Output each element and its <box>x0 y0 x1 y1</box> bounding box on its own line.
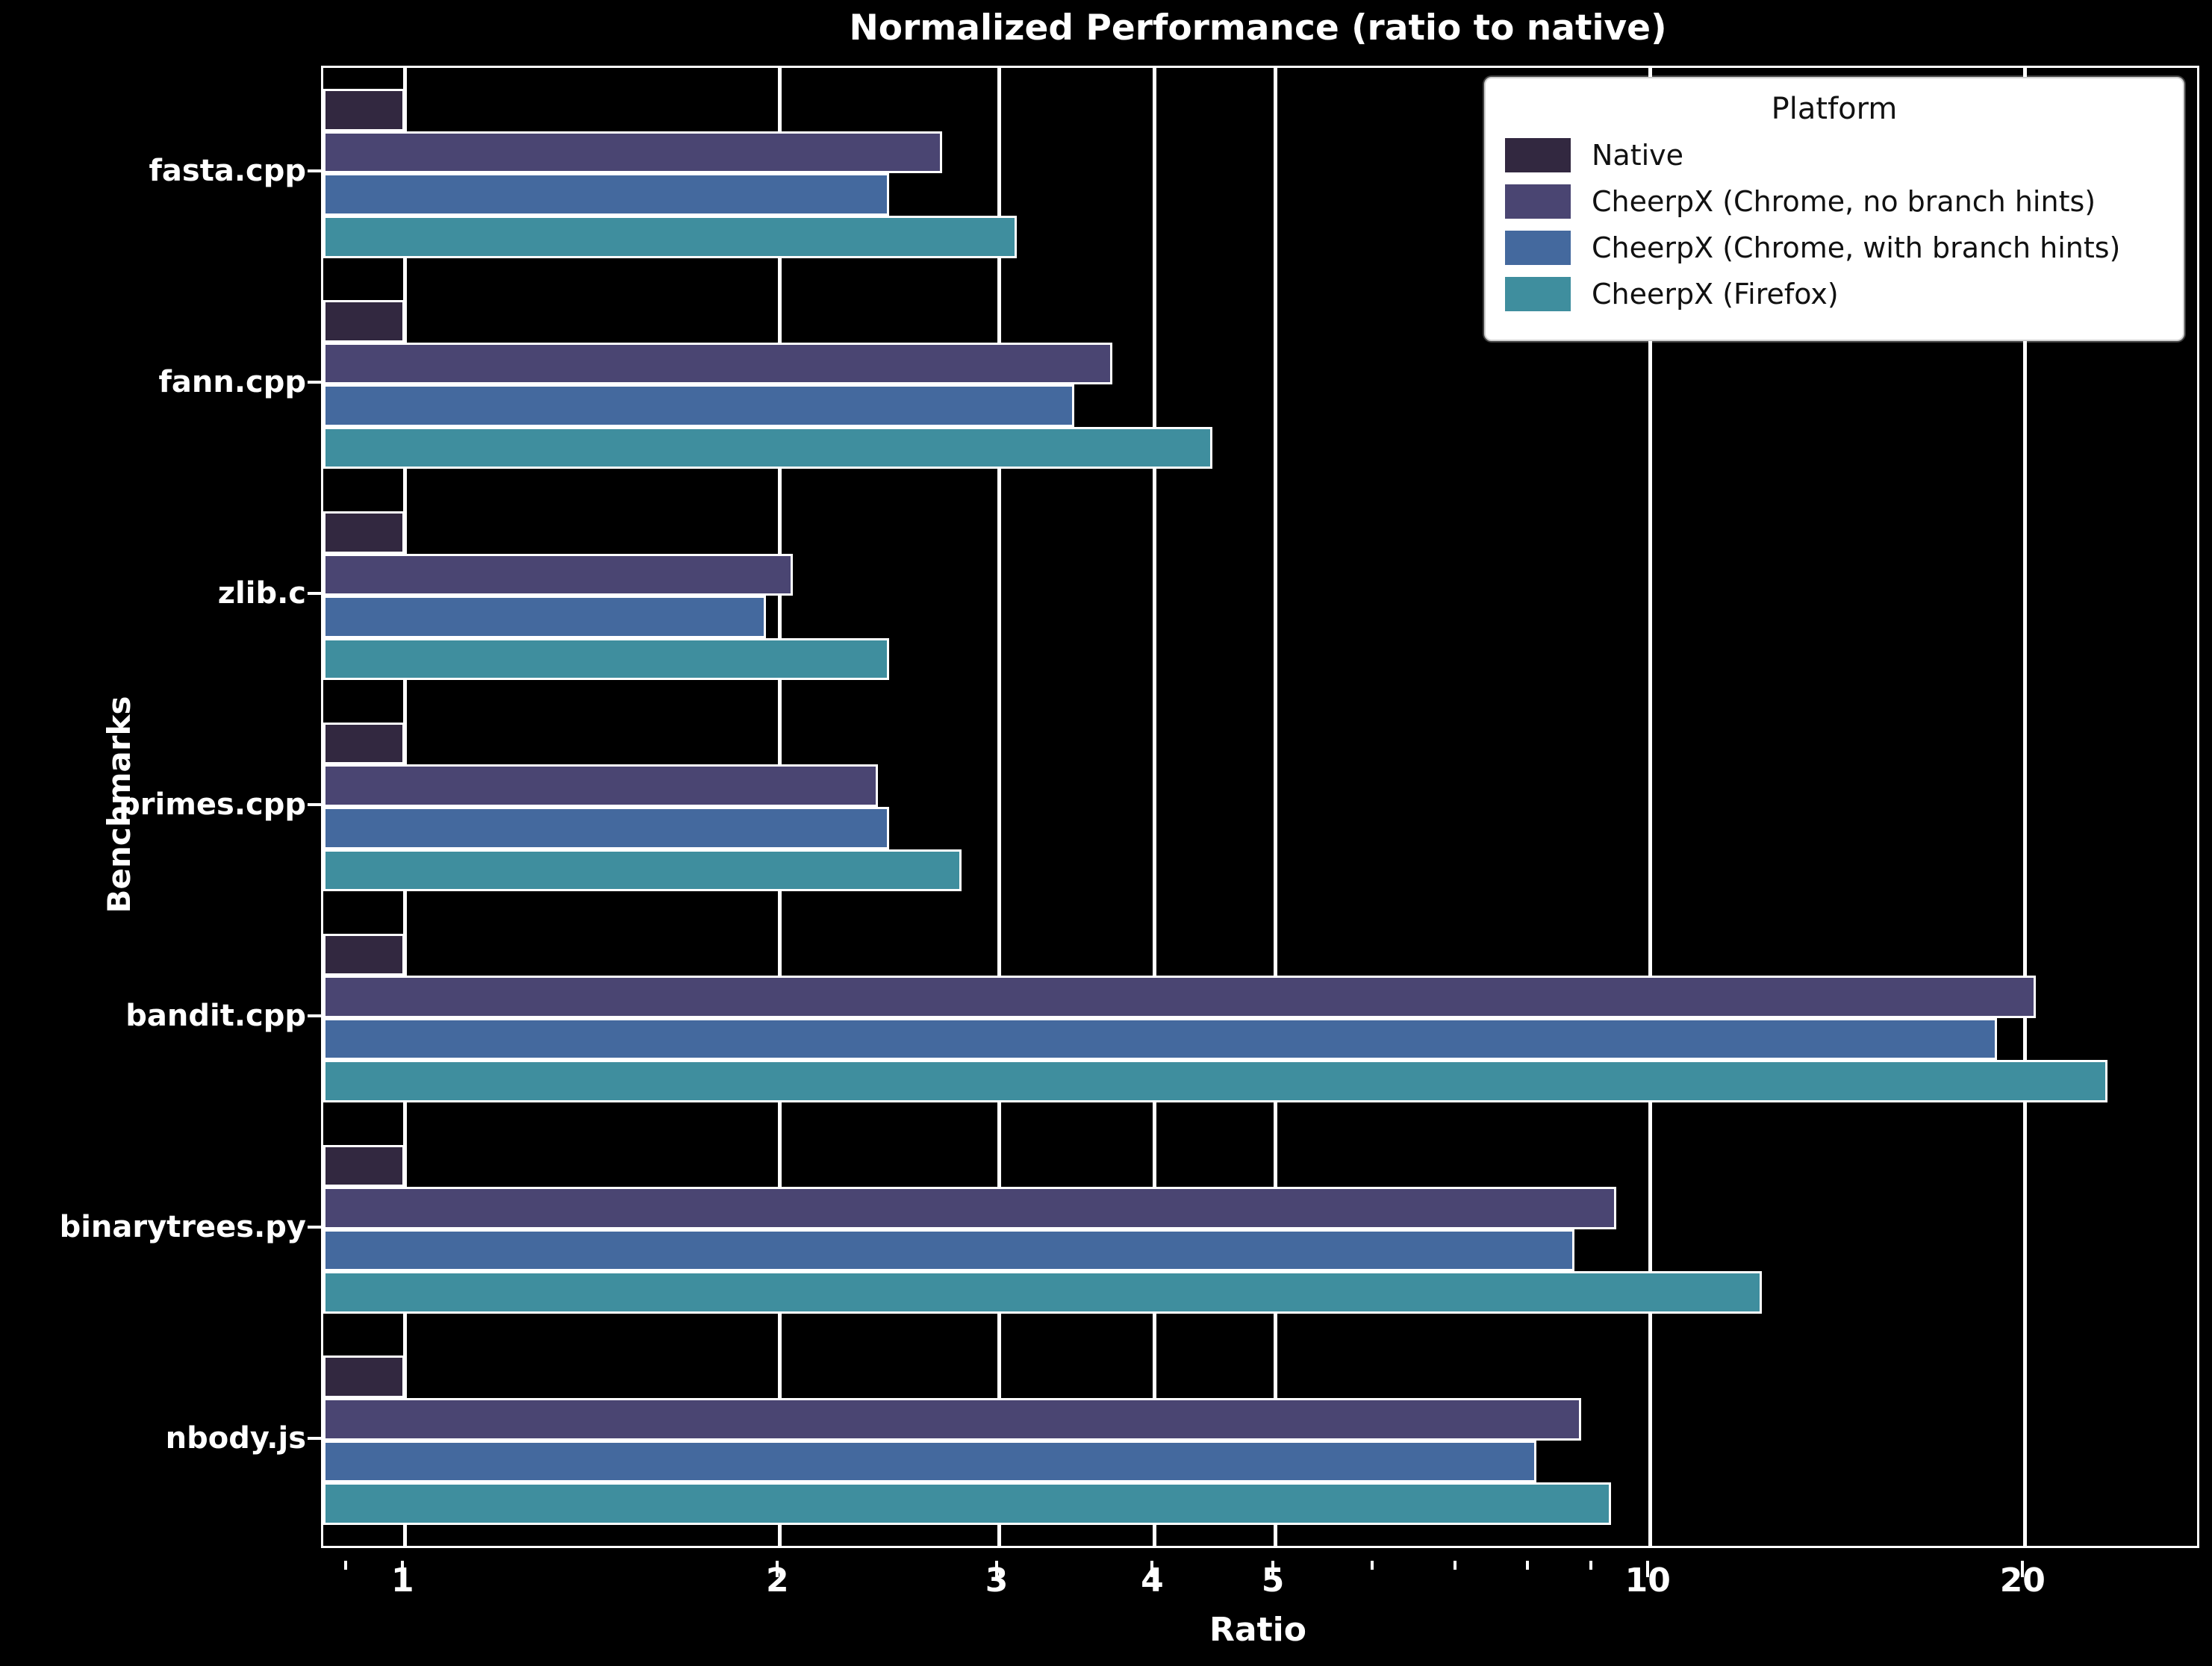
x-minor-tick-mark-9 <box>1589 1561 1593 1570</box>
y-tick-mark-fasta.cpp <box>308 169 321 173</box>
legend-item-cheerpx-firefox-: CheerpX (Firefox) <box>1505 277 2163 311</box>
legend-items: Native CheerpX (Chrome, no branch hints) C… <box>1505 138 2163 311</box>
x-axis-label: Ratio <box>1209 1611 1306 1649</box>
bar-fasta.cpp-cheerpx-firefox- <box>323 216 1017 258</box>
bar-nbody.js-cheerpx-chrome-with-branch-hints- <box>323 1440 1536 1483</box>
legend-item-native: Native <box>1505 138 2163 172</box>
bar-bandit.cpp-cheerpx-chrome-with-branch-hints- <box>323 1017 1998 1061</box>
y-tick-label-fann.cpp: fann.cpp <box>158 365 306 400</box>
chart-title: Normalized Performance (ratio to native) <box>849 7 1667 49</box>
bar-fann.cpp-cheerpx-firefox- <box>323 426 1212 469</box>
bar-binarytrees.py-cheerpx-chrome-no-branch-hints- <box>323 1187 1617 1229</box>
legend: Platform Native CheerpX (Chrome, no branc… <box>1484 77 2184 341</box>
legend-swatch-icon <box>1505 138 1571 172</box>
y-tick-mark-fann.cpp <box>308 381 321 384</box>
bar-bandit.cpp-cheerpx-firefox- <box>323 1060 2107 1102</box>
x-tick-mark-4 <box>1150 1561 1154 1577</box>
bar-primes.cpp-native <box>323 722 405 765</box>
gridline-x-3 <box>997 68 1001 1546</box>
bar-bandit.cpp-native <box>323 933 405 976</box>
x-minor-tick-mark-8 <box>1526 1561 1530 1570</box>
legend-swatch-icon <box>1505 231 1571 265</box>
bar-fasta.cpp-native <box>323 89 405 131</box>
x-tick-label-20: 20 <box>1999 1562 2046 1600</box>
gridline-x-4 <box>1152 68 1156 1546</box>
y-tick-label-primes.cpp: primes.cpp <box>119 787 306 822</box>
bar-binarytrees.py-native <box>323 1144 405 1188</box>
gridline-x-5 <box>1273 68 1277 1546</box>
x-minor-tick-mark-0.9 <box>344 1561 348 1570</box>
legend-label: CheerpX (Firefox) <box>1592 278 1839 311</box>
bar-primes.cpp-cheerpx-chrome-with-branch-hints- <box>323 807 890 849</box>
bar-nbody.js-native <box>323 1355 405 1398</box>
legend-swatch-icon <box>1505 184 1571 219</box>
y-tick-label-zlib.c: zlib.c <box>217 576 306 611</box>
bar-zlib.c-cheerpx-firefox- <box>323 637 890 681</box>
bar-fasta.cpp-cheerpx-chrome-no-branch-hints- <box>323 131 942 174</box>
y-tick-mark-nbody.js <box>308 1436 321 1440</box>
bar-binarytrees.py-cheerpx-firefox- <box>323 1271 1763 1314</box>
y-tick-mark-bandit.cpp <box>308 1014 321 1017</box>
bar-fasta.cpp-cheerpx-chrome-with-branch-hints- <box>323 173 890 216</box>
gridline-x-20 <box>2022 68 2027 1546</box>
legend-label: Native <box>1592 139 1684 172</box>
legend-item-cheerpx-chrome-no-branch-hints-: CheerpX (Chrome, no branch hints) <box>1505 184 2163 219</box>
y-tick-mark-binarytrees.py <box>308 1225 321 1229</box>
bar-primes.cpp-cheerpx-chrome-no-branch-hints- <box>323 764 879 807</box>
legend-swatch-icon <box>1505 277 1571 311</box>
x-tick-mark-2 <box>776 1561 779 1577</box>
x-minor-tick-mark-6 <box>1370 1561 1374 1570</box>
legend-label: CheerpX (Chrome, with branch hints) <box>1592 231 2121 264</box>
y-tick-label-bandit.cpp: bandit.cpp <box>125 998 306 1033</box>
y-tick-label-nbody.js: nbody.js <box>165 1420 306 1456</box>
x-tick-label-3: 3 <box>985 1562 1009 1600</box>
y-tick-mark-primes.cpp <box>308 803 321 806</box>
y-tick-label-fasta.cpp: fasta.cpp <box>149 154 307 189</box>
y-tick-label-binarytrees.py: binarytrees.py <box>59 1209 306 1244</box>
x-tick-label-2: 2 <box>766 1562 789 1600</box>
legend-title: Platform <box>1771 92 1898 126</box>
x-tick-mark-20 <box>2021 1561 2025 1577</box>
y-tick-mark-zlib.c <box>308 592 321 596</box>
x-tick-mark-3 <box>995 1561 999 1577</box>
bar-zlib.c-cheerpx-chrome-no-branch-hints- <box>323 553 794 596</box>
legend-label: CheerpX (Chrome, no branch hints) <box>1592 185 2096 218</box>
x-tick-mark-5 <box>1271 1561 1275 1577</box>
bar-nbody.js-cheerpx-firefox- <box>323 1482 1611 1525</box>
x-tick-label-1: 1 <box>390 1562 414 1600</box>
x-tick-label-5: 5 <box>1261 1562 1285 1600</box>
gridline-x-10 <box>1648 68 1652 1546</box>
x-tick-label-4: 4 <box>1141 1562 1164 1600</box>
x-tick-mark-10 <box>1646 1561 1650 1577</box>
bar-zlib.c-cheerpx-chrome-with-branch-hints- <box>323 596 767 638</box>
bar-nbody.js-cheerpx-chrome-no-branch-hints- <box>323 1398 1581 1441</box>
x-minor-tick-mark-7 <box>1454 1561 1457 1570</box>
bar-bandit.cpp-cheerpx-chrome-no-branch-hints- <box>323 976 2036 1018</box>
bar-primes.cpp-cheerpx-firefox- <box>323 849 962 892</box>
x-tick-label-10: 10 <box>1624 1562 1671 1600</box>
bar-fann.cpp-cheerpx-chrome-no-branch-hints- <box>323 342 1112 385</box>
x-tick-mark-1 <box>401 1561 405 1577</box>
bar-fann.cpp-cheerpx-chrome-with-branch-hints- <box>323 384 1075 427</box>
bar-binarytrees.py-cheerpx-chrome-with-branch-hints- <box>323 1229 1575 1272</box>
bar-fann.cpp-native <box>323 300 405 343</box>
legend-item-cheerpx-chrome-with-branch-hints-: CheerpX (Chrome, with branch hints) <box>1505 231 2163 265</box>
bar-zlib.c-native <box>323 511 405 554</box>
